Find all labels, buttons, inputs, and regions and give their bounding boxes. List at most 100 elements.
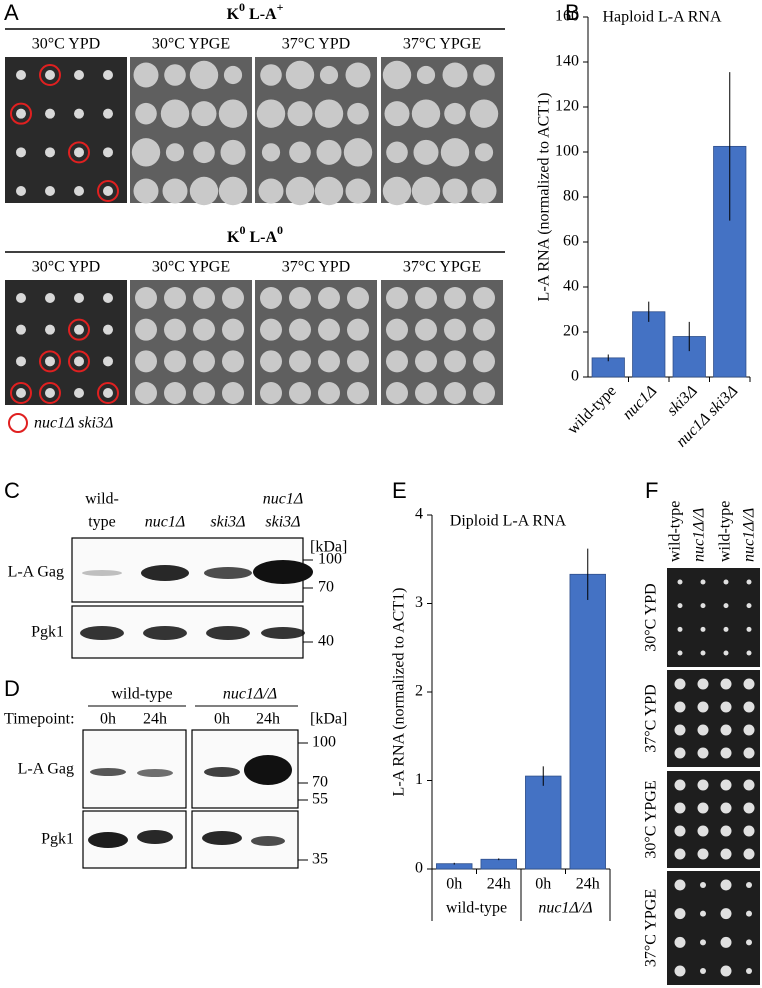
- title-part: +: [277, 0, 284, 14]
- column-header: 30°C YPD: [32, 36, 100, 53]
- colony: [444, 102, 466, 125]
- colony: [743, 701, 755, 713]
- y-axis-label: L-A RNA (normalized to ACT1): [536, 93, 553, 302]
- row-label: L-A Gag: [8, 564, 64, 581]
- y-tick-label: 1: [415, 771, 423, 788]
- colony: [444, 350, 466, 373]
- colony: [746, 939, 752, 946]
- colony: [193, 141, 215, 164]
- colony: [218, 176, 248, 206]
- colony: [697, 848, 709, 860]
- column-header: ski3Δ: [210, 514, 245, 531]
- colony: [442, 62, 468, 88]
- column-header: 30°C YPGE: [152, 259, 230, 276]
- colony: [743, 724, 755, 736]
- colony: [345, 62, 371, 88]
- colony: [162, 178, 188, 204]
- column-header: 37°C YPD: [282, 36, 350, 53]
- colony: [677, 650, 683, 656]
- colony: [193, 287, 215, 309]
- y-tick-label: 160: [555, 8, 579, 25]
- column-header: type: [88, 514, 116, 531]
- colony: [222, 350, 244, 373]
- colony: [103, 108, 113, 119]
- colony: [135, 102, 157, 125]
- colony: [700, 882, 706, 888]
- colony: [103, 70, 113, 80]
- bar: [632, 311, 666, 378]
- plate-image: [5, 57, 127, 203]
- colony: [103, 147, 113, 158]
- colony: [473, 64, 495, 86]
- colony: [74, 186, 84, 196]
- blot-band: [204, 767, 240, 777]
- blot-band: [141, 565, 189, 581]
- colony: [318, 350, 340, 373]
- genotype-marker: [39, 382, 61, 404]
- colony: [164, 287, 186, 309]
- size-marker: 70: [312, 774, 328, 791]
- colony: [16, 147, 26, 158]
- colony: [674, 701, 686, 713]
- colony: [347, 382, 369, 404]
- colony: [347, 287, 369, 309]
- colony: [743, 779, 755, 791]
- y-tick-label: 60: [563, 233, 579, 250]
- colony: [74, 324, 84, 335]
- colony: [189, 176, 219, 206]
- x-tick-label: 24h: [576, 876, 600, 893]
- colony: [74, 108, 84, 119]
- row-label: Pgk1: [31, 624, 64, 641]
- blot-band: [88, 832, 128, 848]
- row-label: 37°C YPD: [643, 684, 660, 752]
- size-marker: 100: [318, 551, 342, 568]
- title-part: K: [227, 6, 240, 23]
- colony: [314, 176, 344, 206]
- y-tick-label: 0: [415, 860, 423, 877]
- colony: [700, 939, 706, 946]
- colony: [746, 968, 752, 974]
- colony: [164, 318, 186, 341]
- colony: [16, 186, 26, 196]
- colony: [45, 108, 55, 119]
- title-part: 0: [239, 0, 245, 14]
- colony: [473, 287, 495, 309]
- colony: [674, 802, 686, 814]
- colony: [444, 318, 466, 341]
- colony: [444, 287, 466, 309]
- blot-band: [261, 627, 305, 639]
- colony: [260, 318, 282, 341]
- colony: [444, 382, 466, 404]
- colony: [677, 579, 683, 585]
- size-marker: 40: [318, 633, 334, 650]
- colony: [164, 382, 186, 404]
- colony: [700, 626, 706, 632]
- panel-label: C: [4, 478, 20, 503]
- blot-band: [251, 836, 285, 846]
- colony: [471, 178, 497, 204]
- genotype-marker: [39, 350, 61, 373]
- colony: [260, 382, 282, 404]
- colony: [411, 176, 441, 206]
- colony: [347, 318, 369, 341]
- colony: [720, 965, 732, 977]
- colony: [384, 101, 410, 127]
- y-tick-label: 3: [415, 594, 423, 611]
- colony: [285, 176, 315, 206]
- y-tick-label: 80: [563, 188, 579, 205]
- colony: [382, 176, 412, 206]
- section-title: K0 L-A+: [227, 0, 284, 23]
- group-label: nuc1Δ/Δ: [538, 900, 592, 917]
- colony: [319, 65, 339, 85]
- colony: [386, 382, 408, 404]
- colony: [289, 141, 311, 164]
- colony: [16, 388, 26, 398]
- colony: [223, 65, 243, 85]
- column-header: nuc1Δ/Δ: [691, 508, 708, 562]
- colony: [218, 99, 248, 128]
- x-tick-label: 0h: [446, 876, 462, 893]
- blot-band: [206, 626, 250, 640]
- colony: [103, 324, 113, 335]
- x-tick-label: ski3Δ: [664, 382, 701, 419]
- title-part: K: [227, 229, 240, 246]
